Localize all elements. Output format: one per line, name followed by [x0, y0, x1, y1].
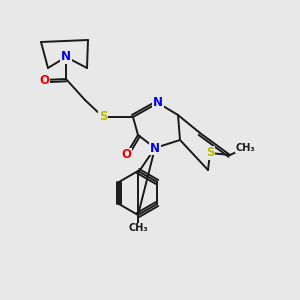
- Text: CH₃: CH₃: [235, 143, 255, 153]
- Text: S: S: [206, 146, 214, 160]
- Text: N: N: [150, 142, 160, 154]
- Text: S: S: [99, 110, 107, 124]
- Text: O: O: [121, 148, 131, 161]
- Text: N: N: [61, 50, 71, 64]
- Text: N: N: [153, 97, 163, 110]
- Text: O: O: [39, 74, 49, 86]
- Text: CH₃: CH₃: [128, 223, 148, 233]
